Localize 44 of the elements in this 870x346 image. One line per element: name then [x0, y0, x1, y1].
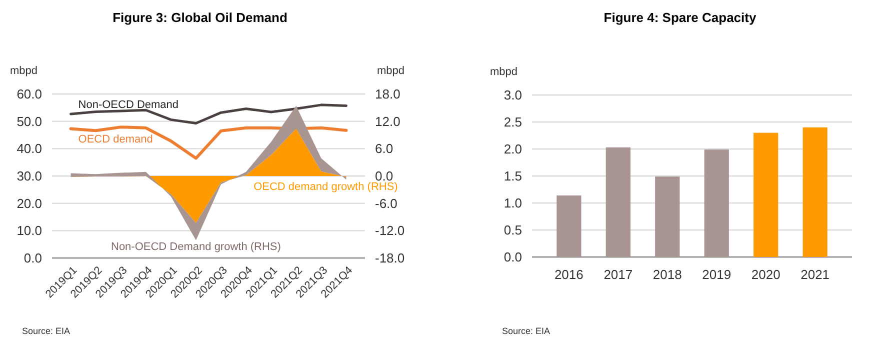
y2-tick-label: -6.0 — [375, 196, 398, 211]
bar — [754, 132, 778, 257]
series-label: Non-OECD Demand — [78, 98, 179, 111]
y-tick-label: 1.0 — [504, 196, 522, 211]
series-label: OECD demand — [78, 134, 153, 146]
y2-tick-label: -18.0 — [375, 250, 405, 266]
y-tick-label: 2.0 — [504, 142, 522, 157]
series-label: OECD demand growth (RHS) — [254, 181, 398, 193]
y-tick-label: 1.5 — [504, 168, 522, 184]
y-tick-label: 3.0 — [504, 88, 522, 103]
y-tick-label: 10.0 — [16, 223, 42, 238]
line-series — [69, 126, 348, 160]
y-tick-label: 0.0 — [24, 250, 42, 266]
chart-title: Figure 4: Spare Capacity — [604, 10, 757, 25]
source-note: Source: EIA — [22, 326, 70, 336]
y2-tick-label: 18.0 — [375, 86, 400, 102]
x-tick-label: 2019 — [702, 267, 732, 282]
y-tick-label: 2.5 — [504, 114, 522, 130]
y2-tick-label: 12.0 — [375, 114, 400, 129]
y2-tick-label: 6.0 — [375, 141, 394, 156]
x-tick-label: 2016 — [554, 267, 584, 282]
y-tick-label: 40.0 — [16, 141, 42, 156]
y-tick-label: 50.0 — [16, 114, 42, 129]
x-tick-label: 2018 — [652, 267, 682, 282]
y2-axis-title: mbpd — [377, 65, 405, 77]
y-tick-label: 20.0 — [16, 196, 42, 211]
x-tick-label: 2017 — [604, 267, 633, 282]
bar — [802, 127, 828, 257]
bar — [655, 176, 680, 257]
y-tick-label: 30.0 — [16, 168, 42, 184]
y-tick-label: 0.0 — [504, 250, 522, 265]
x-tick-label: 2021 — [800, 267, 830, 282]
y-axis-title: mbpd — [490, 66, 518, 78]
x-tick-label: 2020 — [751, 267, 780, 282]
bar — [704, 150, 729, 257]
y-tick-label: 60.0 — [16, 86, 42, 102]
y2-tick-label: -12.0 — [375, 223, 405, 238]
source-note: Source: EIA — [502, 326, 550, 336]
bar — [556, 195, 582, 257]
chart-title: Figure 3: Global Oil Demand — [112, 10, 288, 25]
y-tick-label: 0.5 — [504, 222, 522, 238]
bar — [606, 147, 630, 257]
y-axis-title: mbpd — [10, 65, 38, 77]
series-label: Non-OECD Demand growth (RHS) — [111, 241, 281, 254]
